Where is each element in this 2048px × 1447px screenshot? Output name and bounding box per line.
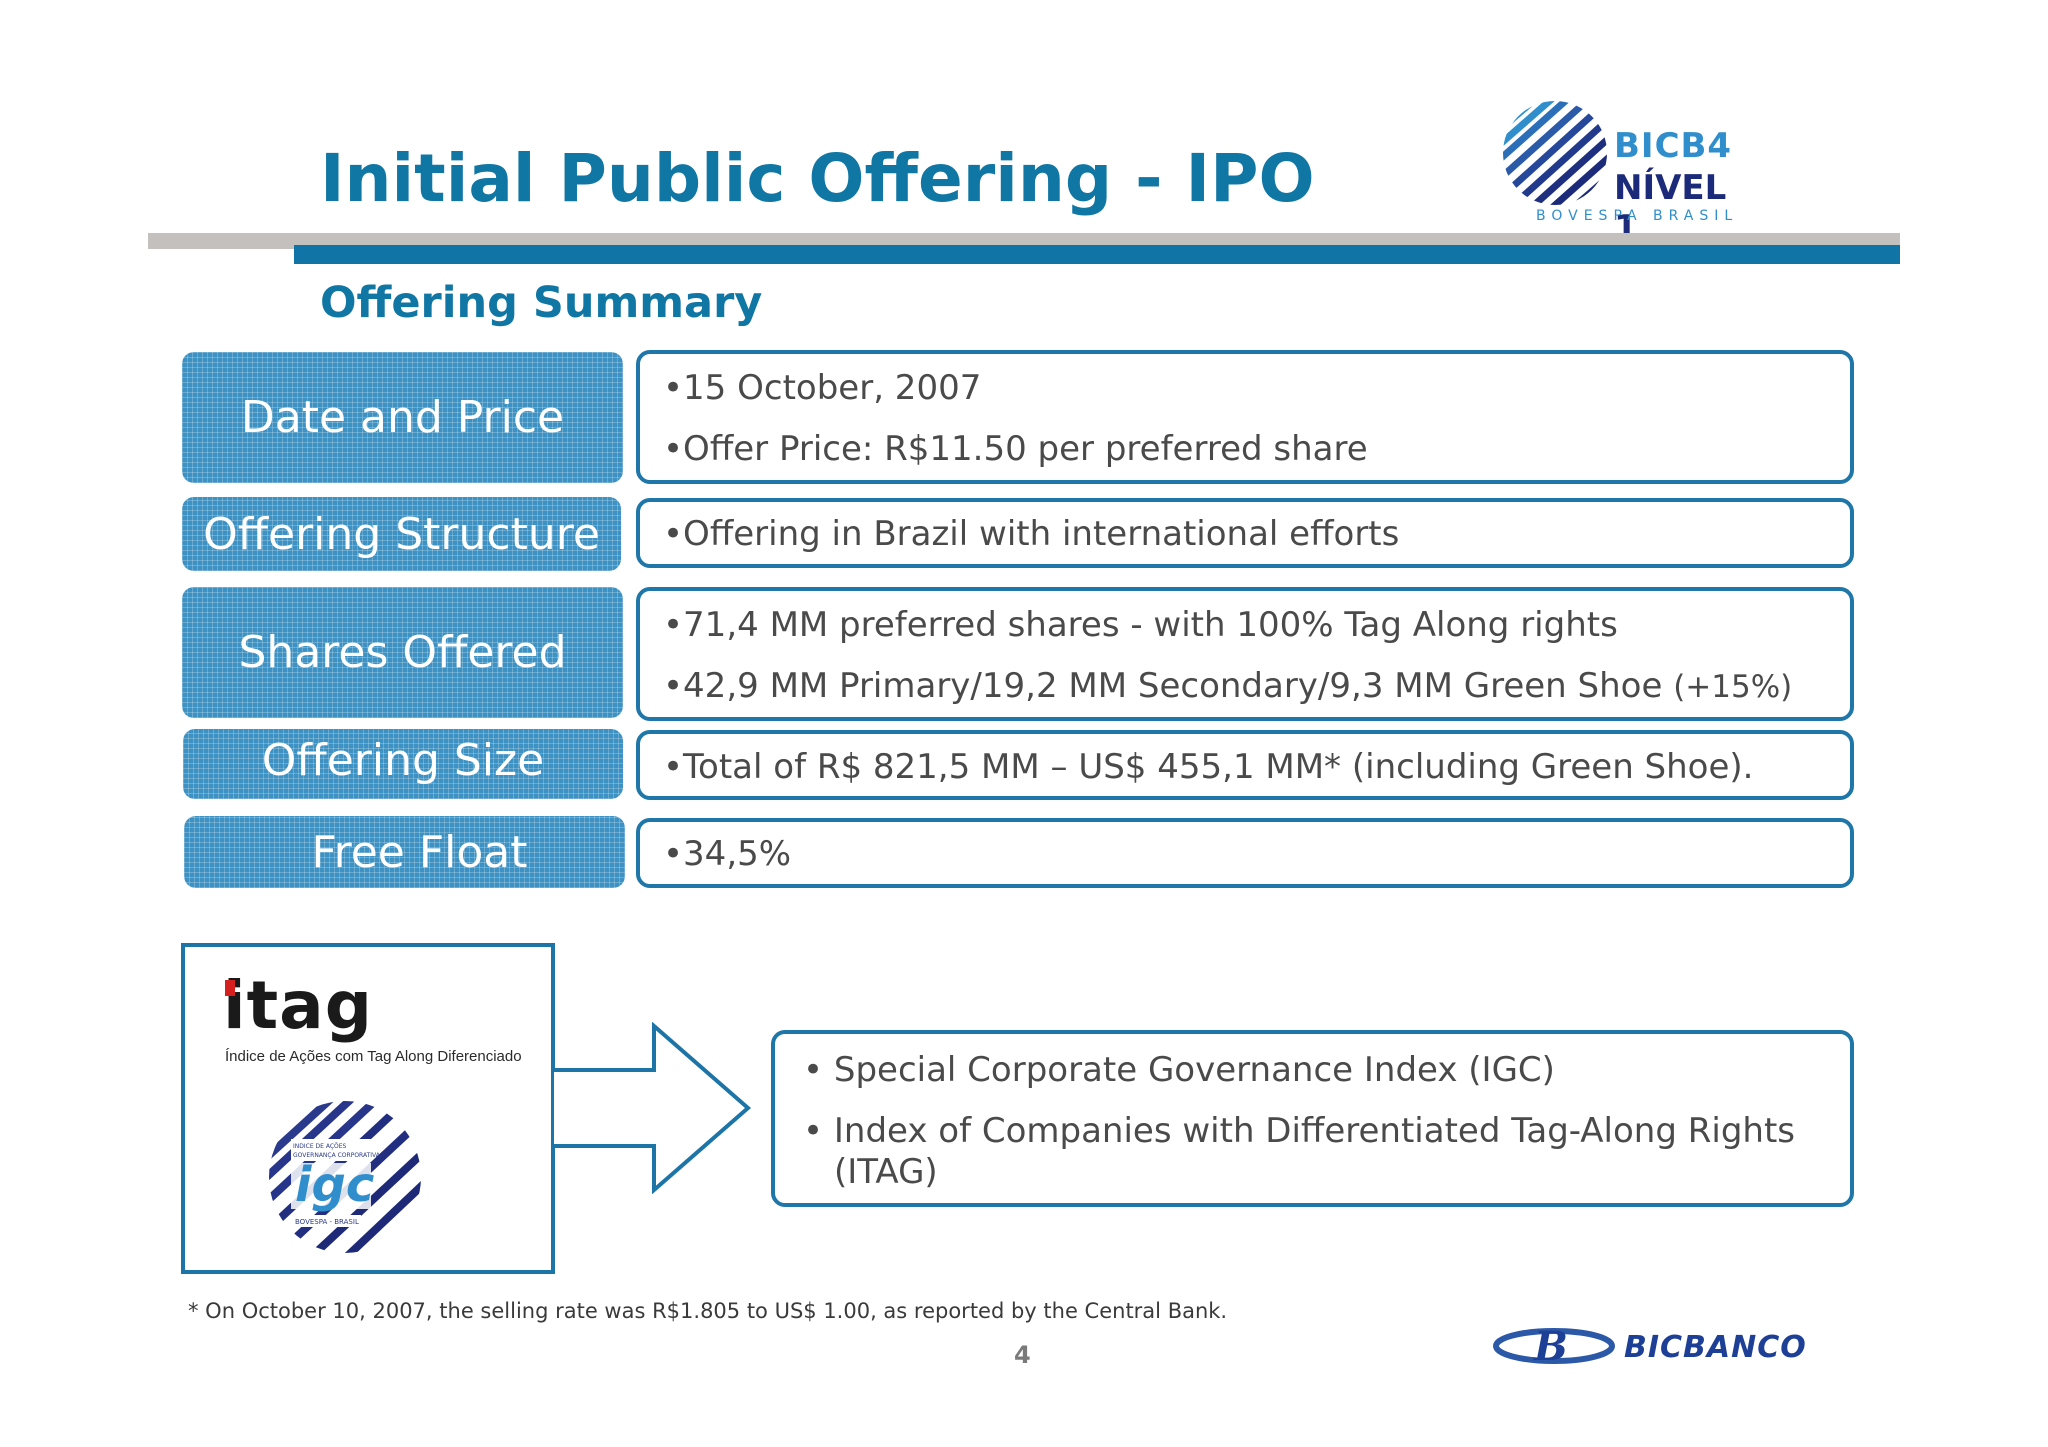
exchange-name: BOVESPA BRASIL: [1536, 208, 1739, 224]
igc-subtitle-2: GOVERNANÇA CORPORATIVA: [293, 1152, 381, 1159]
content-line: •34,5%: [663, 834, 792, 874]
bicbanco-emblem-icon: B BICBANCO: [1493, 1323, 1807, 1370]
header-divider-blue: [294, 245, 1900, 264]
bicbanco-logo: B BICBANCO: [1490, 1323, 1870, 1370]
content-text: •42,9 MM Primary/19,2 MM Secondary/9,3 M…: [663, 666, 1663, 706]
row-content-date-price: •15 October, 2007 •Offer Price: R$11.50 …: [636, 350, 1854, 484]
content-line: •Offer Price: R$11.50 per preferred shar…: [663, 429, 1368, 469]
footnote: * On October 10, 2007, the selling rate …: [188, 1299, 1228, 1323]
itag-subtitle: Índice de Ações com Tag Along Diferencia…: [225, 1048, 522, 1065]
row-content-offering-structure: •Offering in Brazil with international e…: [636, 498, 1854, 568]
bicbanco-wordmark: BICBANCO: [1624, 1330, 1807, 1365]
governance-item-continued: (ITAG): [834, 1152, 938, 1192]
content-line: •71,4 MM preferred shares - with 100% Ta…: [663, 605, 1618, 645]
page-number: 4: [1014, 1341, 1031, 1369]
bicb4-logo: BICB4 NÍVEL 1 BOVESPA BRASIL: [1500, 98, 1750, 248]
igc-subtitle: INDICE DE AÇÕES: [293, 1143, 347, 1150]
row-label-offering-structure: Offering Structure: [182, 497, 621, 571]
itag-logo-text: itag: [223, 967, 373, 1044]
row-label-free-float: Free Float: [184, 816, 625, 888]
igc-logo-text: igc: [295, 1157, 374, 1213]
content-line: •Offering in Brazil with international e…: [663, 514, 1400, 554]
row-content-free-float: •34,5%: [636, 818, 1854, 888]
content-line: •Total of R$ 821,5 MM – US$ 455,1 MM* (i…: [663, 747, 1754, 787]
row-content-shares-offered: •71,4 MM preferred shares - with 100% Ta…: [636, 587, 1854, 721]
ticker-code: BICB4: [1614, 126, 1733, 166]
right-arrow-icon: [554, 1022, 752, 1194]
row-label-offering-size: Offering Size: [183, 729, 623, 799]
index-logos-panel: itag Índice de Ações com Tag Along Difer…: [181, 943, 555, 1274]
content-line: •15 October, 2007: [663, 368, 982, 408]
row-label-shares-offered: Shares Offered: [182, 587, 623, 718]
itag-red-mark: [225, 980, 235, 996]
governance-item: • Special Corporate Governance Index (IG…: [803, 1050, 1555, 1090]
section-subtitle: Offering Summary: [320, 278, 763, 328]
governance-index-box: • Special Corporate Governance Index (IG…: [771, 1030, 1854, 1207]
page-title: Initial Public Offering - IPO: [320, 140, 1315, 217]
governance-item: • Index of Companies with Differentiated…: [803, 1111, 1795, 1151]
svg-text:B: B: [1533, 1326, 1568, 1366]
striped-globe-icon: [1503, 101, 1607, 205]
content-line: •42,9 MM Primary/19,2 MM Secondary/9,3 M…: [663, 666, 1792, 706]
row-content-offering-size: •Total of R$ 821,5 MM – US$ 455,1 MM* (i…: [636, 730, 1854, 800]
igc-globe-icon: INDICE DE AÇÕES GOVERNANÇA CORPORATIVA i…: [269, 1101, 421, 1253]
row-label-date-price: Date and Price: [182, 352, 623, 483]
content-text-small: (+15%): [1673, 669, 1793, 705]
igc-footer: BOVESPA - BRASIL: [295, 1218, 359, 1226]
